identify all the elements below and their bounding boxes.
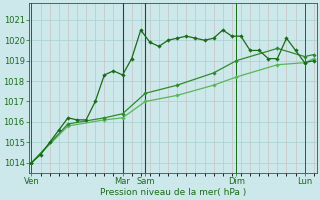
X-axis label: Pression niveau de la mer( hPa ): Pression niveau de la mer( hPa ) bbox=[100, 188, 246, 197]
